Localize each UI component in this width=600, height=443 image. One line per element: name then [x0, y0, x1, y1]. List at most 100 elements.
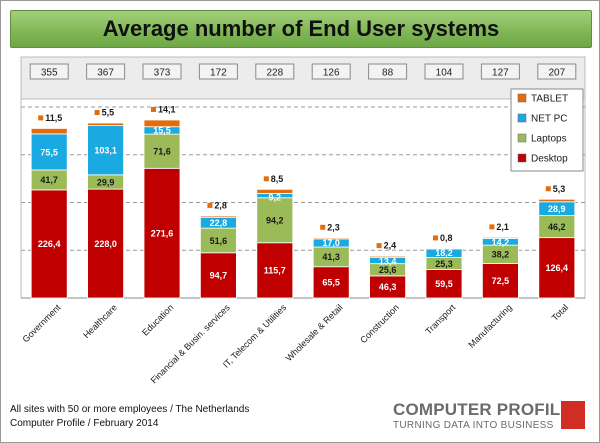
bars-layer: [30, 119, 576, 299]
value-label-laptops-total: 46,2: [548, 222, 566, 232]
x-tick-label-it-telecom-utilities: IT, Telecom & Utilities: [221, 302, 289, 370]
value-label-net-pc-government: 75,5: [40, 147, 58, 157]
value-label-tablet-wholesale-retail: 2,3: [327, 222, 340, 232]
value-label-desktop-transport: 59,5: [435, 279, 453, 289]
total-label-transport: 104: [436, 68, 453, 79]
bar-desktop-wholesale-retail: [312, 266, 350, 299]
value-label-tablet-transport: 0,8: [440, 233, 453, 243]
value-label-desktop-construction: 46,3: [379, 282, 397, 292]
tablet-marker-healthcare: [94, 109, 100, 115]
value-label-desktop-wholesale-retail: 65,5: [322, 278, 340, 288]
value-label-laptops-it-telecom-utilities: 94,2: [266, 216, 284, 226]
footnote-line-2: Computer Profile / February 2014: [10, 418, 159, 429]
total-label-education: 373: [154, 68, 171, 79]
value-label-laptops-financial-busin-services: 51,6: [210, 236, 228, 246]
bar-desktop-manufacturing: [481, 262, 519, 299]
tablet-marker-manufacturing: [489, 224, 495, 230]
total-box-financial-busin-services: [198, 63, 238, 80]
total-label-healthcare: 367: [97, 68, 114, 79]
legend: TABLET NET PC Laptops Desktop: [510, 88, 584, 172]
x-tick-label-transport: Transport: [423, 302, 457, 336]
logo-name: COMPUTER PROFILE: [393, 400, 572, 419]
value-label-desktop-healthcare: 228,0: [94, 239, 117, 249]
total-box-transport: [424, 63, 464, 80]
footnote: All sites with 50 or more employees / Th…: [10, 403, 249, 431]
tablet-marker-construction: [376, 243, 382, 249]
value-label-desktop-it-telecom-utilities: 115,7: [264, 266, 286, 276]
bar-desktop-total: [538, 237, 576, 299]
value-label-net-pc-financial-busin-services: 22,8: [210, 218, 228, 228]
x-tick-label-healthcare: Healthcare: [81, 302, 119, 340]
value-label-tablet-it-telecom-utilities: 8,5: [271, 174, 284, 184]
total-box-it-telecom-utilities: [255, 63, 295, 80]
total-box-government: [29, 63, 69, 80]
value-label-net-pc-transport: 18,2: [435, 248, 453, 258]
company-logo: COMPUTER PROFILE TURNING DATA INTO BUSIN…: [393, 399, 589, 435]
bar-tablet-government: [30, 128, 68, 135]
tablet-marker-transport: [433, 235, 438, 241]
value-label-net-pc-healthcare: 103,1: [94, 146, 117, 156]
value-label-net-pc-total: 28,9: [548, 204, 566, 214]
value-label-net-pc-construction: 13,4: [379, 256, 397, 266]
logo-red-square: [561, 401, 585, 429]
tablet-marker-government: [38, 115, 44, 121]
value-label-tablet-manufacturing: 2,1: [496, 222, 509, 232]
legend-label-tablet: TABLET: [531, 94, 568, 105]
bar-tablet-it-telecom-utilities: [256, 188, 294, 194]
total-label-it-telecom-utilities: 228: [266, 68, 283, 79]
logo-tagline: TURNING DATA INTO BUSINESS: [393, 420, 554, 431]
legend-label-laptops: Laptops: [531, 134, 567, 145]
tablet-marker-total: [545, 186, 551, 192]
bar-tablet-transport: [425, 248, 463, 250]
total-box-total: [537, 63, 577, 80]
value-label-net-pc-education: 15,5: [153, 126, 171, 136]
value-label-tablet-healthcare: 5,5: [102, 107, 115, 117]
legend-swatch-laptops: [517, 133, 527, 143]
bar-tablet-construction: [369, 255, 407, 258]
value-label-laptops-education: 71,6: [153, 147, 171, 157]
bar-net-pc-government: [30, 133, 68, 171]
total-label-wholesale-retail: 126: [323, 68, 340, 79]
footnote-line-1: All sites with 50 or more employees / Th…: [10, 404, 250, 415]
value-label-laptops-construction: 25,6: [379, 265, 397, 275]
total-label-government: 355: [41, 68, 58, 79]
value-label-tablet-total: 5,3: [553, 184, 566, 194]
legend-swatch-tablet: [517, 93, 527, 103]
value-label-desktop-education: 271,6: [151, 228, 174, 238]
value-label-net-pc-it-telecom-utilities: 9,2: [269, 192, 282, 202]
bar-laptops-financial-busin-services: [199, 227, 237, 254]
chart-title: Average number of End User systems: [102, 16, 500, 41]
legend-label-net-pc: NET PC: [531, 114, 568, 125]
value-label-laptops-healthcare: 29,9: [97, 177, 115, 187]
bar-desktop-education: [143, 167, 181, 299]
total-box-healthcare: [86, 63, 126, 80]
tablet-marker-it-telecom-utilities: [263, 176, 269, 182]
total-box-construction: [368, 63, 408, 80]
tablet-marker-wholesale-retail: [320, 224, 326, 230]
title-banner: Average number of End User systems: [10, 10, 592, 48]
total-box-education: [142, 63, 182, 80]
legend-label-desktop: Desktop: [531, 154, 568, 165]
value-label-tablet-construction: 2,4: [384, 241, 397, 251]
x-tick-label-government: Government: [21, 302, 63, 344]
value-label-laptops-manufacturing: 38,2: [492, 250, 510, 260]
bar-tablet-manufacturing: [481, 236, 519, 239]
total-box-wholesale-retail: [311, 63, 351, 80]
totals-row: 355 367 373 172 228 126 88 104 127 207: [20, 56, 586, 100]
value-label-laptops-transport: 25,3: [435, 259, 453, 269]
bar-tablet-education: [143, 119, 181, 128]
bar-tablet-total: [538, 198, 576, 203]
value-label-tablet-government: 11,5: [45, 113, 62, 123]
bar-desktop-it-telecom-utilities: [256, 242, 294, 299]
x-tick-label-manufacturing: Manufacturing: [466, 302, 513, 349]
bar-laptops-education: [143, 133, 181, 169]
value-label-desktop-government: 226,4: [38, 239, 61, 249]
x-tick-label-education: Education: [140, 302, 175, 337]
value-label-net-pc-manufacturing: 14,2: [492, 237, 510, 247]
labels-layer: 226,4 41,7 75,5 11,5 228,0 29,9 103,1 5,5 271,6 7…: [38, 104, 568, 292]
bar-net-pc-healthcare: [87, 125, 124, 176]
value-label-laptops-wholesale-retail: 41,3: [322, 252, 340, 262]
legend-swatch-desktop: [517, 153, 527, 163]
